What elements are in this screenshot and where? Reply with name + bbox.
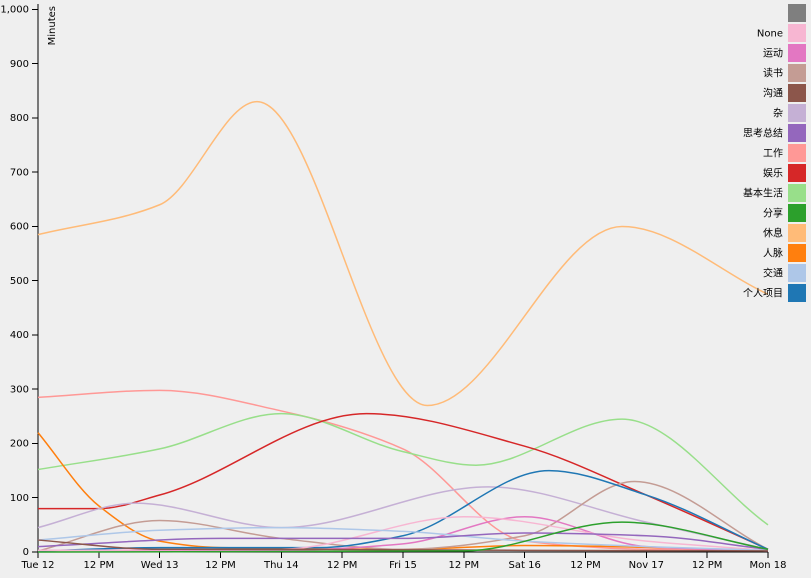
y-tick-label: 500 (10, 276, 29, 287)
legend-item: 读书 (763, 64, 806, 82)
legend-label: 思考总结 (743, 127, 783, 140)
legend-item: 运动 (763, 44, 806, 62)
x-tick-label: Tue 12 (21, 560, 55, 571)
legend-label: 分享 (763, 207, 783, 220)
y-tick-label: 900 (10, 59, 29, 70)
x-tick-label: 12 PM (327, 560, 358, 571)
series-line-7 (37, 469, 769, 552)
x-tick-label: Nov 17 (629, 560, 664, 571)
series-line-3 (37, 412, 769, 550)
series-line-12 (37, 539, 769, 552)
x-tick-label: Wed 13 (141, 560, 179, 571)
legend-item: 分享 (763, 204, 806, 222)
legend-item: 基本生活 (743, 184, 806, 202)
y-tick-label: 0 (23, 547, 29, 558)
legend-label: 运动 (763, 48, 783, 60)
legend-item (788, 4, 806, 22)
legend-label: 杂 (773, 108, 783, 120)
x-tick-label: Mon 18 (750, 560, 787, 571)
legend-label: 工作 (763, 148, 783, 160)
legend-swatch (788, 204, 806, 222)
legend-item: 人脉 (763, 244, 806, 262)
y-tick-label: 400 (10, 330, 29, 341)
x-tick-label: 12 PM (449, 560, 480, 571)
series-line-10 (37, 526, 769, 552)
x-axis: Tue 12 12 PM Wed 13 12 PM Thu 14 12 PM Fri 15 1… (21, 551, 787, 571)
legend-item: 交通 (763, 264, 806, 282)
series-line-1 (37, 389, 769, 552)
y-tick-label: 200 (10, 439, 29, 450)
legend-swatch (788, 284, 806, 302)
y-axis-label: Minutes (47, 6, 58, 45)
y-tick-label: 300 (10, 384, 29, 395)
y-tick-label: 1,000 (0, 5, 29, 16)
legend-label: 人脉 (763, 247, 783, 260)
series-line-13 (37, 521, 769, 553)
legend-label: 休息 (763, 227, 783, 240)
legend-label: 读书 (763, 67, 783, 80)
legend-item: 杂 (773, 104, 806, 122)
x-tick-label: Fri 15 (389, 560, 417, 571)
legend-swatch (788, 64, 806, 82)
legend-swatch (788, 164, 806, 182)
legend-swatch (788, 104, 806, 122)
legend-item: 休息 (763, 224, 806, 242)
legend-item: None (757, 24, 806, 42)
legend-item: 沟通 (763, 84, 806, 102)
x-tick-label: Sat 16 (509, 560, 541, 571)
x-tick-label: Thu 14 (263, 560, 299, 571)
series-lines (37, 100, 769, 553)
y-tick-label: 800 (10, 113, 29, 124)
legend-label: 个人项目 (743, 288, 783, 300)
x-tick-label: 12 PM (692, 560, 723, 571)
series-line-11 (37, 532, 769, 551)
legend-swatch (788, 144, 806, 162)
legend-swatch (788, 4, 806, 22)
y-axis: 0 100 200 300 400 500 600 700 800 900 1,000 (0, 4, 39, 558)
legend-label: 基本生活 (743, 187, 783, 200)
series-line-2 (37, 412, 769, 526)
legend-swatch (788, 124, 806, 142)
legend-label: 交通 (763, 267, 783, 280)
legend-label: 娱乐 (763, 167, 783, 180)
legend-item: 工作 (763, 144, 806, 162)
legend-label: 沟通 (763, 87, 783, 100)
legend-swatch (788, 84, 806, 102)
legend-swatch (788, 184, 806, 202)
legend-swatch (788, 44, 806, 62)
x-tick-label: 12 PM (205, 560, 236, 571)
x-tick-label: 12 PM (84, 560, 115, 571)
legend-swatch (788, 224, 806, 242)
series-line-4 (37, 432, 769, 552)
legend-swatch (788, 264, 806, 282)
y-tick-label: 600 (10, 222, 29, 233)
legend-item: 思考总结 (743, 124, 806, 142)
y-tick-label: 100 (10, 493, 29, 504)
x-tick-label: 12 PM (570, 560, 601, 571)
legend-item: 娱乐 (763, 164, 806, 182)
legend-swatch (788, 244, 806, 262)
legend-item: 个人项目 (743, 284, 806, 302)
legend-swatch (788, 24, 806, 42)
y-tick-label: 700 (10, 167, 29, 178)
series-line-0 (37, 100, 769, 407)
legend-label: None (757, 29, 783, 40)
